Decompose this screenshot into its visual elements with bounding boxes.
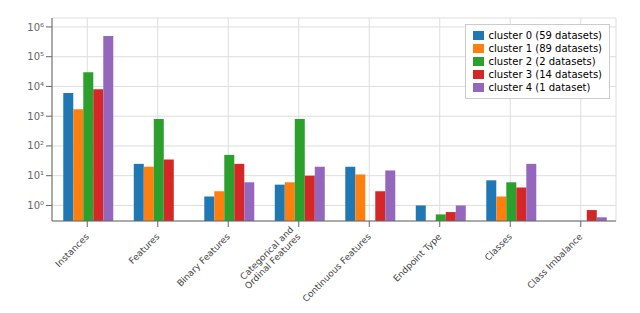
svg-text:10⁶: 10⁶ xyxy=(27,22,44,33)
svg-text:Endpoint Type: Endpoint Type xyxy=(391,231,443,283)
svg-text:10⁰: 10⁰ xyxy=(27,200,44,211)
html-text:cluster 0 (59 datasets): cluster 0 (59 datasets) xyxy=(488,30,602,41)
html-text:cluster 2 (2 datasets): cluster 2 (2 datasets) xyxy=(488,56,596,67)
svg-text:10²: 10² xyxy=(27,140,44,151)
svg-text:Instances: Instances xyxy=(53,231,91,269)
html-text:cluster 4 (1 dataset): cluster 4 (1 dataset) xyxy=(488,82,591,93)
html-text:cluster 1 (89 datasets): cluster 1 (89 datasets) xyxy=(488,43,602,54)
svg-text:Continuous Features: Continuous Features xyxy=(300,231,373,303)
svg-text:Classes: Classes xyxy=(483,231,514,262)
svg-text:10⁵: 10⁵ xyxy=(27,51,44,62)
svg-text:10¹: 10¹ xyxy=(27,170,44,181)
svg-text:10⁴: 10⁴ xyxy=(27,81,44,92)
svg-text:Features: Features xyxy=(127,231,162,266)
svg-text:Class Imbalance: Class Imbalance xyxy=(525,231,584,290)
svg-text:10³: 10³ xyxy=(27,111,44,122)
svg-text:Binary Features: Binary Features xyxy=(175,231,232,288)
svg-text:Categorical andOrdinal Feature: Categorical andOrdinal Features xyxy=(236,224,303,291)
html-text:cluster 3 (14 datasets): cluster 3 (14 datasets) xyxy=(488,69,602,80)
